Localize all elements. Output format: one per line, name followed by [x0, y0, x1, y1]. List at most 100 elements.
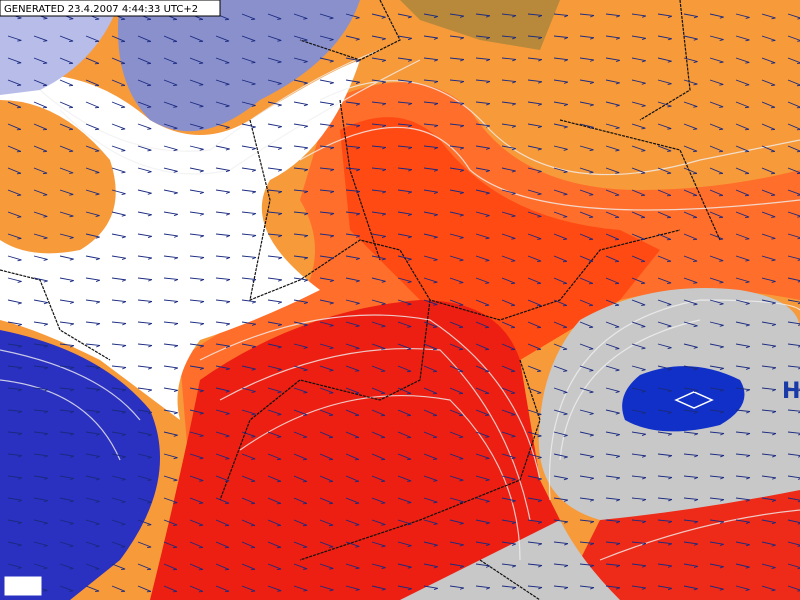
wind-arrow	[397, 541, 412, 548]
wind-arrow	[85, 101, 100, 109]
wind-arrow	[397, 189, 413, 194]
wind-arrow	[137, 189, 152, 195]
wind-arrow	[137, 101, 152, 108]
wind-arrow	[241, 299, 257, 304]
wind-arrow	[735, 519, 750, 524]
wind-arrow	[59, 585, 74, 592]
wind-arrow	[189, 189, 204, 195]
wind-arrow	[241, 123, 256, 129]
wind-arrow	[449, 541, 464, 547]
wind-arrow	[475, 541, 490, 547]
wind-arrow	[371, 453, 386, 461]
wind-arrow	[163, 585, 178, 593]
wind-arrow	[605, 299, 620, 307]
wind-arrow	[137, 255, 153, 260]
wind-arrow	[59, 475, 74, 481]
wind-arrow	[397, 167, 413, 172]
wind-arrow	[449, 343, 464, 351]
wind-arrow	[605, 277, 620, 285]
wind-arrow	[319, 387, 334, 394]
wind-arrow	[241, 277, 257, 282]
wind-arrow	[501, 101, 517, 106]
wind-arrow	[579, 299, 594, 307]
wind-arrow	[267, 387, 282, 394]
wind-arrow	[111, 409, 127, 414]
wind-arrow	[189, 277, 205, 282]
wind-arrow	[59, 563, 74, 570]
wind-arrow	[449, 409, 464, 417]
wind-arrow	[527, 167, 542, 173]
wind-arrow	[59, 387, 75, 392]
wind-arrow	[397, 563, 412, 569]
wind-arrow	[111, 35, 126, 43]
wind-arrow	[449, 35, 465, 40]
wind-arrow	[683, 145, 698, 153]
wind-arrow	[449, 123, 465, 128]
wind-arrow	[293, 541, 308, 549]
wind-arrow	[501, 321, 516, 329]
wind-arrow	[85, 563, 100, 570]
wind-arrow	[319, 211, 335, 216]
wind-arrow	[605, 189, 620, 196]
wind-arrow	[657, 541, 673, 546]
wind-arrow	[735, 145, 750, 153]
wind-arrow	[579, 409, 594, 415]
wind-arrow	[761, 145, 776, 153]
wind-arrow	[657, 299, 672, 306]
wind-arrow	[449, 563, 464, 569]
wind-arrow	[579, 585, 595, 590]
wind-arrow	[683, 211, 698, 219]
wind-arrow	[59, 409, 75, 414]
wind-arrow	[475, 453, 490, 460]
wind-arrow	[579, 13, 595, 18]
wind-arrow	[371, 277, 386, 283]
wind-arrow	[709, 13, 724, 19]
wind-arrow	[735, 431, 751, 436]
wind-arrow	[85, 321, 101, 326]
wind-arrow	[371, 35, 386, 41]
wind-arrow	[163, 255, 179, 260]
wind-arrow	[631, 585, 647, 590]
wind-arrow	[267, 277, 283, 282]
wind-arrow	[761, 57, 776, 64]
wind-arrow	[553, 299, 568, 307]
wind-arrow	[85, 453, 100, 459]
wind-arrow	[579, 123, 594, 129]
wind-arrow	[85, 387, 101, 392]
wind-arrow	[553, 409, 568, 416]
wind-arrow	[553, 497, 568, 502]
wind-arrow	[683, 321, 698, 328]
wind-arrow	[345, 79, 360, 85]
wind-arrow	[215, 57, 230, 64]
wind-arrow	[85, 497, 100, 503]
wind-arrow	[501, 255, 516, 262]
isolines	[0, 49, 800, 561]
wind-arrow	[735, 211, 750, 219]
wind-arrow	[7, 387, 23, 392]
wind-arrow	[787, 189, 800, 196]
wind-arrow	[709, 365, 724, 371]
wind-arrow	[761, 365, 777, 370]
wind-arrow	[163, 365, 179, 370]
wind-arrow	[787, 167, 800, 175]
wind-arrow	[319, 343, 334, 350]
wind-arrow	[787, 57, 800, 65]
wind-arrow	[761, 35, 776, 42]
wind-arrow	[397, 57, 413, 62]
wind-arrow	[683, 233, 698, 241]
wind-arrow	[735, 123, 750, 131]
wind-arrow	[241, 475, 256, 483]
wind-arrow	[7, 57, 22, 64]
wind-arrow	[475, 299, 490, 307]
wind-arrow	[605, 541, 621, 546]
wind-arrow	[579, 343, 594, 350]
wind-arrow	[293, 321, 308, 327]
wind-arrow	[85, 365, 101, 370]
wind-arrow	[163, 409, 178, 415]
wind-arrow	[475, 343, 490, 351]
wind-arrow	[735, 233, 750, 240]
wind-arrow	[189, 145, 204, 151]
wind-arrow	[631, 563, 647, 568]
wind-arrow	[345, 475, 360, 483]
wind-arrow	[241, 541, 256, 549]
